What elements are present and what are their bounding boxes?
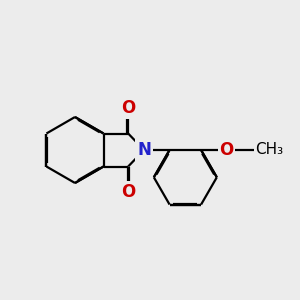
Text: O: O [121,183,135,201]
Text: O: O [121,99,135,117]
Text: N: N [137,141,151,159]
Text: CH₃: CH₃ [255,142,283,158]
Text: O: O [220,141,234,159]
